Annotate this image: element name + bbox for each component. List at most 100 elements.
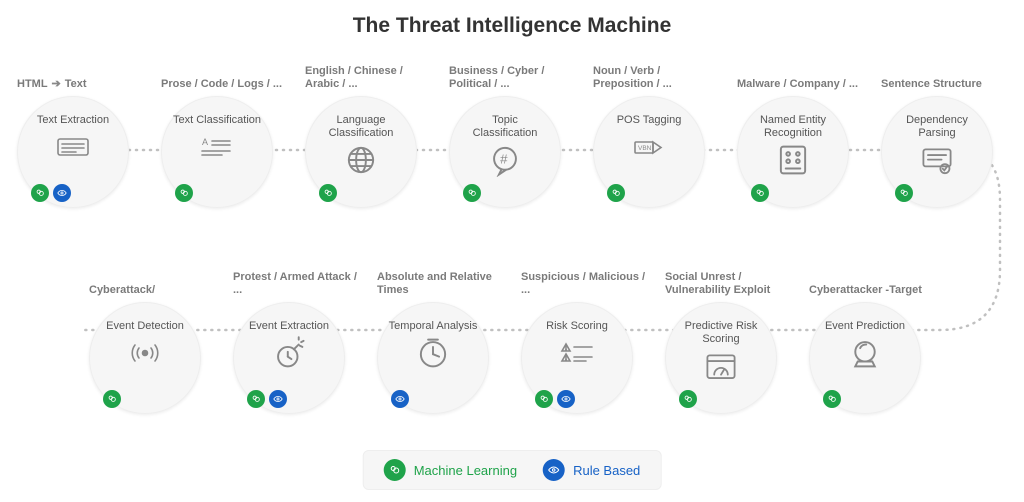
stage-header: Noun / Verb / Preposition / ... — [593, 52, 719, 92]
stage-label: Named Entity Recognition — [748, 114, 838, 140]
stage-circle: Named Entity Recognition — [737, 96, 849, 208]
brain-icon — [319, 184, 337, 202]
stage-badges — [103, 390, 121, 408]
eye-icon — [269, 390, 287, 408]
stage-label: Dependency Parsing — [892, 114, 982, 140]
grid-icon — [776, 146, 810, 174]
stage-header: Cyberattack/ — [89, 258, 155, 298]
bomb-icon — [272, 339, 306, 367]
stage-header: Cyberattacker -Target — [809, 258, 922, 298]
svg-text:#: # — [500, 152, 508, 167]
pipeline-stage: Suspicious / Malicious / ... Risk Scoring — [521, 258, 647, 414]
brain-icon — [103, 390, 121, 408]
stage-label: Text Extraction — [37, 114, 109, 127]
stage-label: Event Detection — [106, 320, 184, 333]
stage-badges — [823, 390, 841, 408]
pipeline-stage: HTML➔Text Text Extraction — [17, 52, 143, 208]
stage-label: Language Classification — [316, 114, 406, 140]
stage-header: English / Chinese / Arabic / ... — [305, 52, 431, 92]
stage-circle: Dependency Parsing — [881, 96, 993, 208]
brain-icon — [895, 184, 913, 202]
brain-icon — [679, 390, 697, 408]
signal-icon — [128, 339, 162, 367]
stage-badges — [319, 184, 337, 202]
tree-icon — [920, 146, 954, 174]
stage-badges — [463, 184, 481, 202]
brain-icon — [823, 390, 841, 408]
pipeline-stage: Malware / Company / ... Named Entity Reco… — [737, 52, 863, 208]
stage-header: Social Unrest / Vulnerability Exploit — [665, 258, 791, 298]
eye-icon — [543, 459, 565, 481]
stage-label: Predictive Risk Scoring — [676, 320, 766, 346]
pipeline-stage: Cyberattack/Event Detection — [89, 258, 215, 414]
warnlines-icon — [560, 339, 594, 367]
stage-label: Topic Classification — [460, 114, 550, 140]
pipeline-stage: Sentence Structure Dependency Parsing — [881, 52, 1007, 208]
legend-rb: Rule Based — [543, 459, 640, 481]
stage-badges — [247, 390, 287, 408]
stage-header: Sentence Structure — [881, 52, 982, 92]
brain-icon — [751, 184, 769, 202]
pipeline-stage: Protest / Armed Attack / ...Event Extrac… — [233, 258, 359, 414]
brain-icon — [175, 184, 193, 202]
stage-badges — [175, 184, 193, 202]
stage-circle: Topic Classification # — [449, 96, 561, 208]
tag-icon: VBN — [632, 133, 666, 161]
clock-icon — [416, 339, 450, 367]
legend-ml-label: Machine Learning — [414, 463, 517, 478]
eye-icon — [391, 390, 409, 408]
textlines-icon: A — [200, 133, 234, 161]
stage-badges — [535, 390, 575, 408]
stage-badges — [751, 184, 769, 202]
stage-label: Temporal Analysis — [389, 320, 478, 333]
stage-badges — [607, 184, 625, 202]
brain-icon — [247, 390, 265, 408]
svg-text:A: A — [202, 137, 208, 147]
stage-header: Absolute and Relative Times — [377, 258, 503, 298]
stage-badges — [391, 390, 409, 408]
pipeline-stage: Cyberattacker -TargetEvent Prediction — [809, 258, 935, 414]
stage-header: Malware / Company / ... — [737, 52, 858, 92]
stage-header: Suspicious / Malicious / ... — [521, 258, 647, 298]
stage-circle: Temporal Analysis — [377, 302, 489, 414]
stage-header: Protest / Armed Attack / ... — [233, 258, 359, 298]
stage-badges — [679, 390, 697, 408]
brain-icon — [384, 459, 406, 481]
eye-icon — [557, 390, 575, 408]
arrow-icon: ➔ — [52, 78, 61, 92]
stage-circle: Event Detection — [89, 302, 201, 414]
stage-label: POS Tagging — [617, 114, 682, 127]
pipeline-stage: Noun / Verb / Preposition / ... POS Taggi… — [593, 52, 719, 208]
stage-circle: Text Extraction — [17, 96, 129, 208]
legend-rb-label: Rule Based — [573, 463, 640, 478]
lines-icon — [56, 133, 90, 161]
stage-header: Prose / Code / Logs / ... — [161, 52, 282, 92]
pipeline-stage: Prose / Code / Logs / ...Text Classifica… — [161, 52, 287, 208]
stage-circle: Event Prediction — [809, 302, 921, 414]
page-title: The Threat Intelligence Machine — [0, 0, 1024, 46]
stage-circle: Text Classification A — [161, 96, 273, 208]
pipeline-stage: Social Unrest / Vulnerability Exploit Pre… — [665, 258, 791, 414]
stage-circle: Event Extraction — [233, 302, 345, 414]
globe-icon — [344, 146, 378, 174]
legend: Machine Learning Rule Based — [363, 450, 662, 490]
stage-circle: Predictive Risk Scoring — [665, 302, 777, 414]
stage-header: HTML➔Text — [17, 52, 87, 92]
stage-circle: Risk Scoring — [521, 302, 633, 414]
svg-text:VBN: VBN — [638, 145, 652, 152]
stage-header: Business / Cyber / Political / ... — [449, 52, 575, 92]
stage-label: Risk Scoring — [546, 320, 608, 333]
legend-ml: Machine Learning — [384, 459, 517, 481]
pipeline-stage: Absolute and Relative Times Temporal Anal… — [377, 258, 503, 414]
brain-icon — [607, 184, 625, 202]
brain-icon — [31, 184, 49, 202]
pipeline-stage: Business / Cyber / Political / ...Topic … — [449, 52, 575, 208]
brain-icon — [463, 184, 481, 202]
stage-circle: Language Classification — [305, 96, 417, 208]
stage-badges — [31, 184, 71, 202]
pipeline-row-2: Cyberattack/Event DetectionProtest / Arm… — [0, 258, 1024, 414]
stage-label: Text Classification — [173, 114, 261, 127]
eye-icon — [53, 184, 71, 202]
dashboard-icon — [704, 352, 738, 380]
pipeline-row-1: HTML➔Text Text Extraction Prose / Code / L… — [0, 52, 1024, 208]
